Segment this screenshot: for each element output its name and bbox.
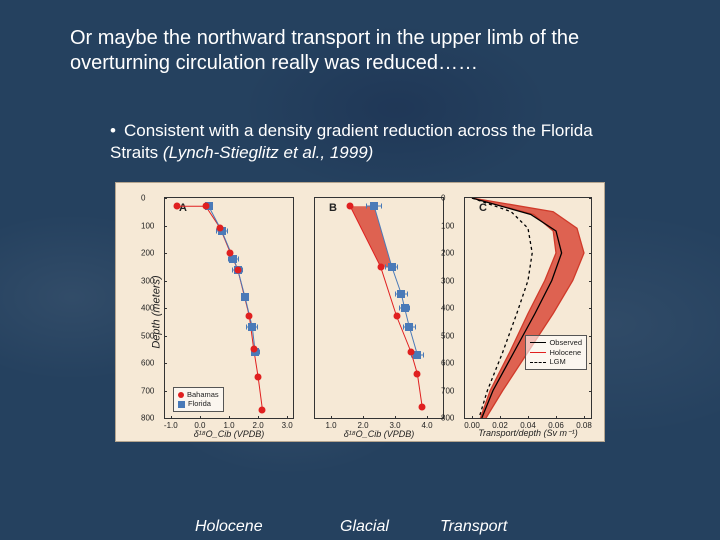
legend: ObservedHoloceneLGM <box>525 335 587 370</box>
legend: BahamasFlorida <box>173 387 224 413</box>
panel-c: 0100200300400500600700800C0.000.020.040.… <box>464 197 592 419</box>
xtick: 0.08 <box>576 421 592 430</box>
blue-marker <box>401 304 409 312</box>
ytick: 800 <box>141 414 154 423</box>
ytick: 400 <box>141 304 154 313</box>
red-marker <box>246 313 253 320</box>
ytick: 0 <box>141 194 145 203</box>
transport-curves <box>465 198 591 418</box>
red-marker <box>173 203 180 210</box>
slide-title: Or maybe the northward transport in the … <box>70 26 650 76</box>
caption-glacial: Glacial <box>340 518 389 536</box>
red-marker <box>217 225 224 232</box>
red-marker <box>347 203 354 210</box>
panel-b: B1.02.03.04.0 <box>314 197 444 419</box>
red-marker <box>408 349 415 356</box>
xlabel-b: δ¹⁸O_Cib (VPDB) <box>344 429 414 439</box>
xtick: 4.0 <box>421 421 432 430</box>
red-marker <box>255 373 262 380</box>
ytick: 300 <box>141 276 154 285</box>
ytick: 500 <box>141 331 154 340</box>
red-marker <box>393 313 400 320</box>
blue-marker <box>241 293 249 301</box>
blue-marker <box>388 263 396 271</box>
xtick: -1.0 <box>164 421 178 430</box>
red-marker <box>234 266 241 273</box>
red-marker <box>259 406 266 413</box>
ytick: 200 <box>141 249 154 258</box>
caption-holocene: Holocene <box>195 518 263 536</box>
figure: Depth (meters) 0100200300400500600700800… <box>115 182 605 442</box>
ytick: 700 <box>141 386 154 395</box>
panel-a: 0100200300400500600700800A-1.00.01.02.03… <box>164 197 294 419</box>
slide: Or maybe the northward transport in the … <box>0 0 720 540</box>
blue-marker <box>370 202 378 210</box>
blue-marker <box>248 323 256 331</box>
xlabel-c: Transport/depth (Sv m⁻¹) <box>478 428 578 439</box>
red-marker <box>227 250 234 257</box>
ytick: 100 <box>141 221 154 230</box>
blue-marker <box>405 323 413 331</box>
red-marker <box>414 371 421 378</box>
bullet-citation: (Lynch-Stieglitz et al., 1999) <box>163 143 373 162</box>
bullet-dot: • <box>110 120 124 142</box>
ytick: 600 <box>141 359 154 368</box>
bullet-line: • Consistent with a density gradient red… <box>70 120 650 164</box>
series-lines <box>315 198 443 418</box>
blue-marker <box>413 351 421 359</box>
red-marker <box>419 404 426 411</box>
red-marker <box>202 203 209 210</box>
caption-transport: Transport <box>440 518 507 536</box>
xtick: 1.0 <box>325 421 336 430</box>
series-lines <box>165 198 293 418</box>
red-marker <box>377 263 384 270</box>
xlabel-a: δ¹⁸O_Cib (VPDB) <box>194 429 264 439</box>
xtick: 3.0 <box>282 421 293 430</box>
red-marker <box>250 346 257 353</box>
blue-marker <box>397 290 405 298</box>
